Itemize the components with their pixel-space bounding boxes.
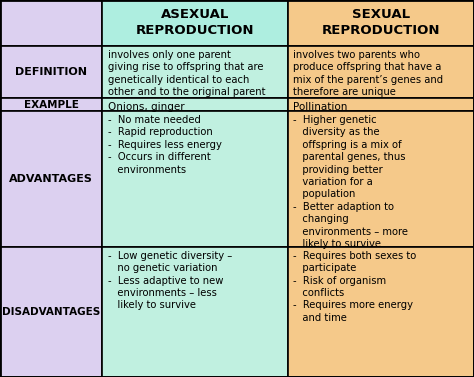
Bar	[288, 0, 474, 46]
Bar	[102, 111, 288, 247]
Text: -  Requires both sexes to
   participate
-  Risk of organism
   conflicts
-  Req: - Requires both sexes to participate - R…	[293, 251, 417, 323]
Bar	[288, 111, 474, 247]
Text: involves only one parent
giving rise to offspring that are
genetically identical: involves only one parent giving rise to …	[108, 50, 265, 97]
Bar	[0, 46, 102, 98]
Text: involves two parents who
produce offspring that have a
mix of the parent’s genes: involves two parents who produce offspri…	[293, 50, 444, 97]
Text: -  No mate needed
-  Rapid reproduction
-  Requires less energy
-  Occurs in dif: - No mate needed - Rapid reproduction - …	[108, 115, 221, 175]
Bar	[288, 46, 474, 98]
Bar	[102, 247, 288, 377]
Bar	[288, 247, 474, 377]
Bar	[0, 247, 102, 377]
Text: EXAMPLE: EXAMPLE	[24, 100, 78, 110]
Bar	[0, 111, 102, 247]
Text: SEXUAL
REPRODUCTION: SEXUAL REPRODUCTION	[321, 9, 440, 37]
Text: Onions, ginger: Onions, ginger	[108, 102, 184, 112]
Bar	[102, 98, 288, 111]
Bar	[0, 98, 102, 111]
Bar	[288, 98, 474, 111]
Bar	[0, 0, 102, 46]
Bar	[102, 46, 288, 98]
Text: DISADVANTAGES: DISADVANTAGES	[2, 307, 100, 317]
Text: -  Low genetic diversity –
   no genetic variation
-  Less adaptive to new
   en: - Low genetic diversity – no genetic var…	[108, 251, 232, 310]
Bar	[102, 0, 288, 46]
Text: ADVANTAGES: ADVANTAGES	[9, 174, 93, 184]
Text: ASEXUAL
REPRODUCTION: ASEXUAL REPRODUCTION	[136, 9, 254, 37]
Text: DEFINITION: DEFINITION	[15, 67, 87, 77]
Text: -  Higher genetic
   diversity as the
   offspring is a mix of
   parental genes: - Higher genetic diversity as the offspr…	[293, 115, 409, 249]
Text: Pollination: Pollination	[293, 102, 348, 112]
